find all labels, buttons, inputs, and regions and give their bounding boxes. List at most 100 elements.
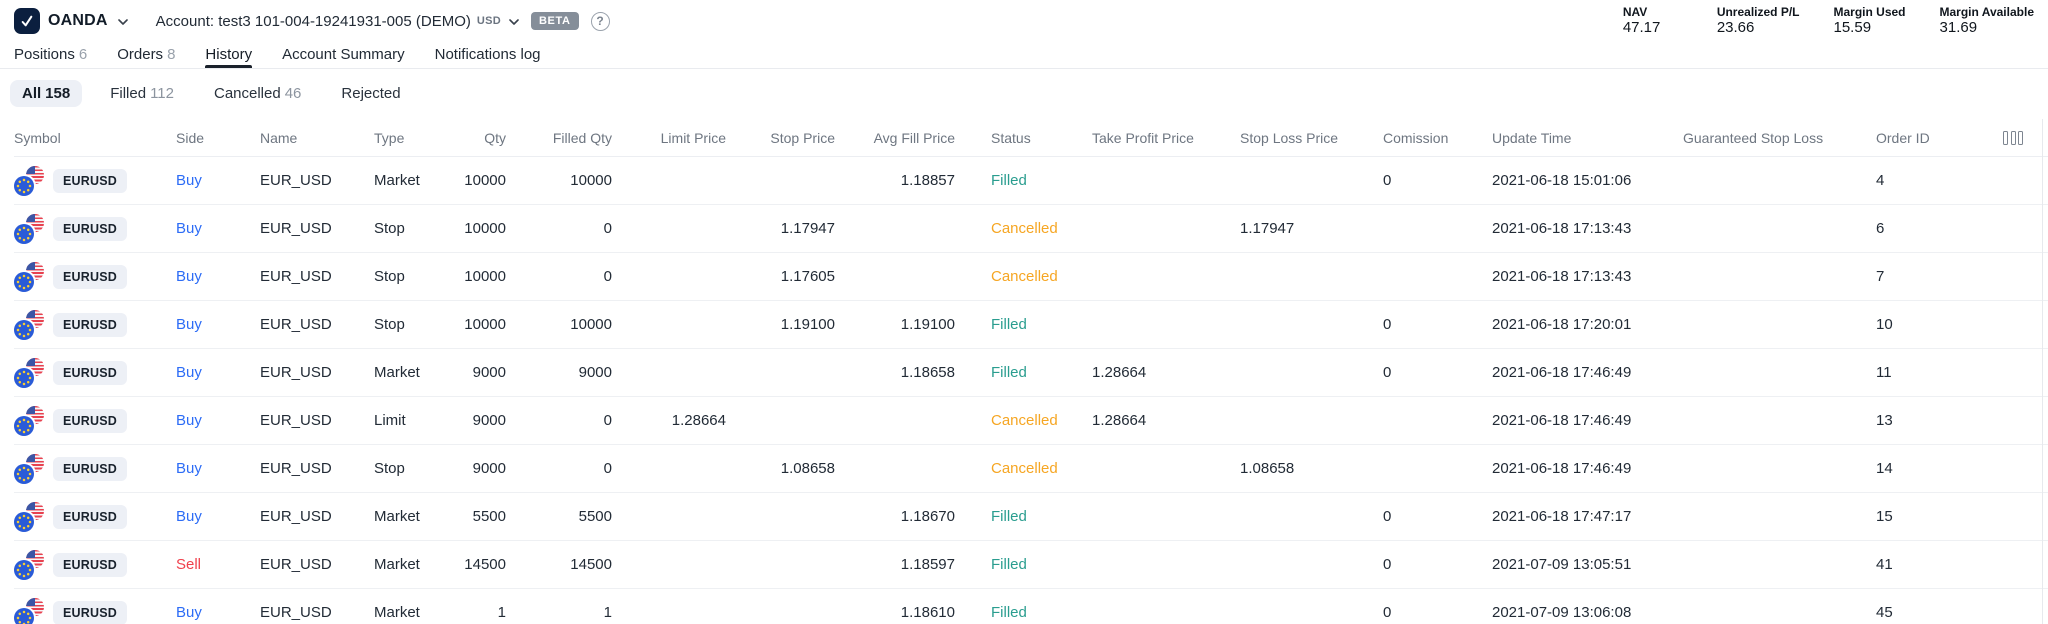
filter-tab-rejected[interactable]: Rejected: [341, 85, 401, 102]
table-row[interactable]: EURUSD Buy EUR_USD Stop 10000 10000 1.19…: [14, 301, 2048, 349]
symbol-badge: EURUSD: [53, 216, 127, 241]
history-filter-tabs: All 158 Filled 112 Cancelled 46 Rejected: [0, 69, 2048, 109]
filled-qty-cell: 0: [603, 412, 612, 429]
column-header-avg-fill-price[interactable]: Avg Fill Price: [873, 129, 955, 146]
stat-value: 23.66: [1716, 19, 1755, 36]
symbol-badge: EURUSD: [53, 552, 127, 577]
table-row[interactable]: EURUSD Buy EUR_USD Stop 9000 0 1.08658 C…: [14, 445, 2048, 493]
eur-usd-flags-icon: [14, 309, 44, 340]
filled-qty-cell: 0: [603, 268, 612, 285]
filled-qty-cell: 10000: [570, 172, 612, 189]
symbol-badge: EURUSD: [53, 264, 127, 289]
order-id-cell: 11: [1876, 364, 1892, 381]
qty-cell: 9000: [472, 460, 506, 477]
update-time-cell: 2021-06-18 17:20:01: [1492, 316, 1632, 333]
type-cell: Market: [374, 172, 420, 189]
column-header-stop-price[interactable]: Stop Price: [770, 129, 835, 146]
stop-price-cell: 1.08658: [780, 460, 835, 477]
table-row[interactable]: EURUSD Buy EUR_USD Market 5500 5500 1.18…: [14, 493, 2048, 541]
qty-cell: 14500: [464, 556, 506, 573]
side-cell: Buy: [176, 268, 202, 285]
symbol-cell: EURUSD: [14, 405, 176, 436]
stat-value: 47.17: [1622, 19, 1661, 36]
status-cell: Filled: [991, 316, 1027, 333]
column-header-guaranteed-stop-loss[interactable]: Guaranteed Stop Loss: [1683, 129, 1824, 146]
column-header-qty[interactable]: Qty: [484, 129, 506, 146]
eur-usd-flags-icon: [14, 501, 44, 532]
type-cell: Stop: [374, 220, 405, 237]
column-header-filled-qty[interactable]: Filled Qty: [552, 129, 612, 146]
table-row[interactable]: EURUSD Buy EUR_USD Market 10000 10000 1.…: [14, 157, 2048, 205]
status-cell: Filled: [991, 604, 1027, 621]
comission-cell: 0: [1383, 508, 1392, 525]
eur-usd-flags-icon: [14, 357, 44, 388]
side-cell: Buy: [176, 460, 202, 477]
eu-flag-icon: [14, 559, 34, 580]
type-cell: Market: [374, 364, 420, 381]
symbol-cell: EURUSD: [14, 213, 176, 244]
eu-flag-icon: [14, 463, 34, 484]
stat-unrealized-p-l: Unrealized P/L 23.66: [1717, 5, 1800, 37]
filter-tab-all[interactable]: All 158: [10, 80, 83, 107]
column-settings-icon[interactable]: [2003, 130, 2023, 145]
tab-history[interactable]: History: [205, 42, 252, 68]
column-header-update-time[interactable]: Update Time: [1492, 129, 1572, 146]
table-row[interactable]: EURUSD Buy EUR_USD Stop 10000 0 1.17947 …: [14, 205, 2048, 253]
column-header-limit-price[interactable]: Limit Price: [660, 129, 726, 146]
column-header-side[interactable]: Side: [176, 129, 205, 146]
tab-account-summary[interactable]: Account Summary: [282, 46, 405, 63]
qty-cell: 10000: [464, 316, 506, 333]
column-header-name[interactable]: Name: [260, 129, 298, 146]
brand-menu[interactable]: OANDA: [14, 8, 128, 34]
account-selector[interactable]: Account: test3 101-004-19241931-005 (DEM…: [156, 12, 519, 30]
avg-fill-price-cell: 1.18670: [900, 508, 955, 525]
column-header-take-profit-price[interactable]: Take Profit Price: [1092, 129, 1194, 146]
stop-price-cell: 1.19100: [780, 316, 835, 333]
top-bar: OANDA Account: test3 101-004-19241931-00…: [0, 0, 2048, 42]
stat-nav: NAV 47.17: [1623, 5, 1683, 37]
update-time-cell: 2021-07-09 13:06:08: [1492, 604, 1632, 621]
symbol-badge: EURUSD: [53, 312, 127, 337]
column-header-symbol[interactable]: Symbol: [14, 129, 61, 146]
update-time-cell: 2021-06-18 17:13:43: [1492, 268, 1632, 285]
symbol-cell: EURUSD: [14, 357, 176, 388]
filter-tab-cancelled[interactable]: Cancelled 46: [213, 85, 302, 102]
filter-tab-filled[interactable]: Filled 112: [110, 85, 174, 102]
order-id-cell: 7: [1876, 268, 1885, 285]
table-row[interactable]: EURUSD Buy EUR_USD Market 1 1 1.18610 Fi…: [14, 589, 2048, 624]
filled-qty-cell: 10000: [570, 316, 612, 333]
tab-notifications-log[interactable]: Notifications log: [434, 46, 541, 63]
name-cell: EUR_USD: [260, 412, 332, 429]
side-cell: Buy: [176, 508, 202, 525]
avg-fill-price-cell: 1.18658: [900, 364, 955, 381]
order-id-cell: 10: [1876, 316, 1893, 333]
eu-flag-icon: [14, 607, 34, 624]
help-icon[interactable]: ?: [590, 11, 610, 31]
tab-orders[interactable]: Orders 8: [117, 46, 176, 63]
qty-cell: 10000: [464, 172, 506, 189]
order-id-cell: 4: [1876, 172, 1885, 189]
table-row[interactable]: EURUSD Buy EUR_USD Limit 9000 0 1.28664 …: [14, 397, 2048, 445]
status-cell: Cancelled: [991, 268, 1058, 285]
side-cell: Buy: [176, 364, 202, 381]
column-header-stop-loss-price[interactable]: Stop Loss Price: [1240, 129, 1339, 146]
filled-qty-cell: 0: [603, 460, 612, 477]
tab-positions[interactable]: Positions 6: [14, 46, 88, 63]
avg-fill-price-cell: 1.18857: [900, 172, 955, 189]
table-row[interactable]: EURUSD Sell EUR_USD Market 14500 14500 1…: [14, 541, 2048, 589]
filled-qty-cell: 0: [603, 220, 612, 237]
status-cell: Filled: [991, 172, 1027, 189]
table-body: EURUSD Buy EUR_USD Market 10000 10000 1.…: [14, 157, 2048, 624]
table-row[interactable]: EURUSD Buy EUR_USD Stop 10000 0 1.17605 …: [14, 253, 2048, 301]
qty-cell: 9000: [472, 412, 506, 429]
stat-label: Margin Available: [1939, 5, 2034, 19]
column-header-order-id[interactable]: Order ID: [1876, 129, 1930, 146]
table-right-divider: [2042, 119, 2043, 624]
column-header-status[interactable]: Status: [991, 129, 1031, 146]
update-time-cell: 2021-06-18 17:47:17: [1492, 508, 1632, 525]
status-cell: Cancelled: [991, 412, 1058, 429]
column-header-comission[interactable]: Comission: [1383, 129, 1449, 146]
table-row[interactable]: EURUSD Buy EUR_USD Market 9000 9000 1.18…: [14, 349, 2048, 397]
update-time-cell: 2021-06-18 15:01:06: [1492, 172, 1632, 189]
column-header-type[interactable]: Type: [374, 129, 405, 146]
